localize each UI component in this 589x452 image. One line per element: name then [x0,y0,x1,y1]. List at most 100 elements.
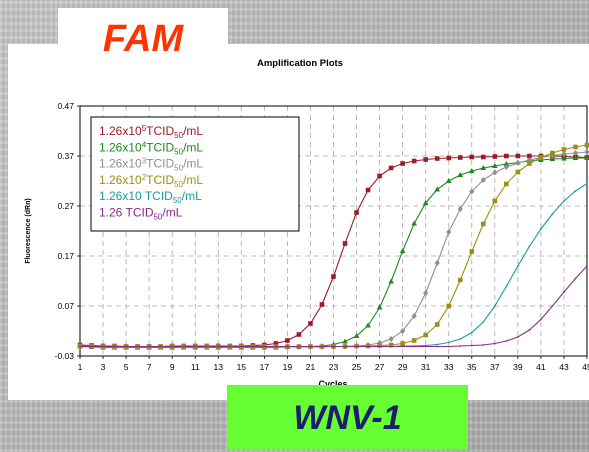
virus-badge: WNV-1 [227,385,468,449]
data-point [400,328,406,334]
x-axis-label: Cycles [318,379,347,389]
data-point [309,345,312,348]
data-point [493,342,496,345]
x-tick-label: 9 [170,362,175,372]
data-point [79,345,81,348]
data-point [411,220,417,226]
data-point [205,345,208,348]
data-point [572,150,579,156]
data-point [447,341,450,344]
x-tick-label: 41 [536,362,546,372]
data-point [90,345,93,348]
x-tick-label: 21 [306,362,316,372]
x-tick-label: 15 [237,362,247,372]
data-point [308,321,313,326]
legend-item-6: 1.26 TCID50/mL [99,206,183,222]
y-tick-label: 0.07 [57,301,74,311]
data-point [342,241,348,246]
data-point [354,210,359,215]
data-point [457,206,463,212]
data-point [182,345,185,348]
y-axis-label: Fluorescence (dRn) [25,198,32,263]
x-tick-label: 5 [124,362,129,372]
x-tick-label: 11 [191,362,200,372]
data-point [492,154,498,159]
data-point [102,345,104,348]
legend-item-3: 1.26x103TCID50/mL [99,157,203,173]
data-point [125,345,127,348]
data-point [563,200,565,202]
data-point [540,318,542,321]
data-point [434,322,440,327]
data-point [550,150,555,156]
data-point [388,342,394,348]
data-point [572,155,579,160]
data-point [285,338,290,343]
data-point [446,155,452,161]
data-point [274,345,277,348]
x-tick-label: 23 [329,362,339,372]
data-point [468,168,475,173]
data-point [401,345,404,348]
data-point [228,345,231,348]
data-point [136,345,139,348]
data-point [574,277,577,280]
x-tick-label: 39 [513,362,523,372]
legend: 1.26x105TCID50/mL1.26x104TCID50/mL1.26x1… [90,116,300,232]
data-point [551,213,554,215]
data-point [446,229,452,235]
data-point [527,153,532,159]
data-point [423,290,429,296]
data-point [470,344,473,347]
x-tick-label: 33 [444,362,454,372]
data-point [492,198,498,204]
data-point [365,187,371,193]
data-point [413,345,416,348]
data-point [273,341,279,346]
data-point [447,345,450,348]
data-point [377,343,382,348]
data-point [480,154,486,160]
amplification-chart: Amplification Plots 1 3 5 7 9 11 13 15 17 19 21 23 2… [25,58,589,389]
data-point [436,343,439,346]
x-tick-label: 3 [101,362,106,372]
data-point [240,345,243,348]
data-point [342,338,348,344]
data-point [365,322,371,328]
data-point [377,173,382,179]
data-point [482,321,485,323]
data-point [217,345,220,348]
data-point [376,304,383,310]
y-tick-label: 0.47 [57,101,74,111]
data-point [376,340,383,346]
data-point [561,151,567,157]
data-point [296,332,302,337]
data-point [148,345,151,348]
data-point [388,336,394,342]
data-point [390,345,393,348]
data-point [388,278,394,284]
data-point [503,161,510,166]
channel-title: FAM [58,8,228,68]
data-point [298,345,300,348]
chart-panel: Amplification Plots 1 3 5 7 9 11 13 15 17 19 21 23 2… [8,44,589,400]
x-tick-label: 45 [582,362,589,372]
x-tick-label: 31 [421,362,431,372]
data-point [446,303,452,309]
data-point [434,186,441,192]
data-point [492,163,498,168]
x-tick-label: 7 [147,362,152,372]
data-point [445,178,452,183]
chart-title: Amplification Plots [257,58,343,69]
data-point [469,249,475,254]
data-point [503,164,509,170]
data-point [353,333,360,338]
data-point [528,245,531,248]
data-point [584,149,589,155]
data-point [505,285,508,288]
data-point [411,158,417,164]
data-point [411,338,417,343]
data-point [459,338,462,340]
data-point [400,341,405,346]
data-point [586,182,588,185]
